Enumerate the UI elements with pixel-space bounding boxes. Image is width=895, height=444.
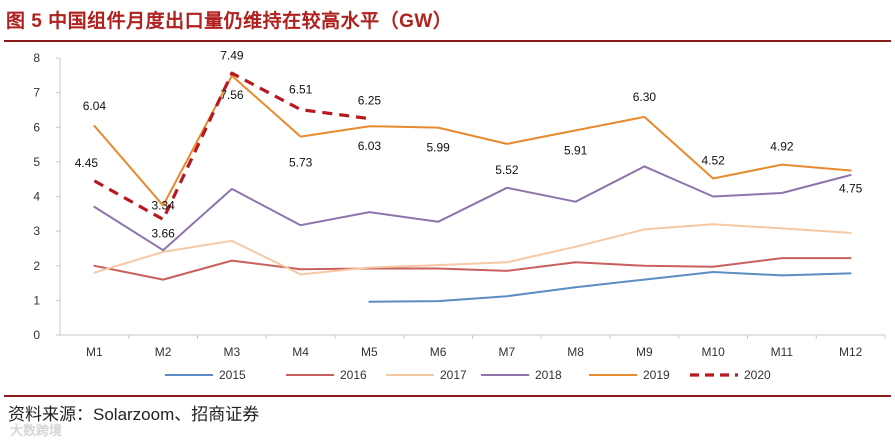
source-note: 资料来源：Solarzoom、招商证券: [8, 405, 260, 424]
x-tick-label: M12: [839, 345, 863, 359]
data-label-2020: 7.56: [220, 88, 244, 102]
legend-label-2019: 2019: [643, 368, 670, 382]
x-tick-label: M6: [430, 345, 447, 359]
legend-label-2017: 2017: [440, 368, 467, 382]
x-tick-label: M10: [701, 345, 725, 359]
y-tick-label: 1: [33, 293, 40, 307]
watermark: 大数跨境: [10, 423, 63, 438]
series-line-2020: [93, 71, 370, 221]
data-label-2019: 6.03: [358, 139, 382, 153]
y-tick-label: 2: [33, 259, 40, 273]
x-tick-label: M5: [361, 345, 378, 359]
y-tick-label: 8: [33, 51, 40, 65]
y-tick-label: 6: [33, 120, 40, 134]
y-tick-label: 3: [33, 224, 40, 238]
x-tick-label: M4: [292, 345, 309, 359]
data-label-2019: 5.99: [426, 141, 450, 155]
legend-label-2020: 2020: [744, 368, 771, 382]
line-chart: 0 1 2 3 4 5 6 7 8 M1 M2 M3 M4 M5 M6 M7 M8 M9 M10 M11 M12 6.04…: [33, 49, 886, 382]
data-label-2019: 4.52: [701, 153, 725, 167]
data-label-2020: 3.34: [151, 198, 175, 212]
source-rule: [4, 395, 891, 397]
y-tick-label: 5: [33, 155, 40, 169]
series-line-2016: [93, 257, 852, 281]
data-label-2019: 4.75: [839, 182, 863, 196]
x-tick-label: M11: [771, 345, 794, 359]
y-tick-label: 4: [33, 190, 40, 204]
series-line-2019: [93, 74, 852, 207]
legend-label-2016: 2016: [340, 368, 367, 382]
data-label-2019: 5.91: [564, 143, 588, 157]
data-label-annotation: 3.66: [151, 227, 175, 241]
series-line-2017: [93, 223, 852, 276]
series-line-2015: [368, 271, 852, 303]
x-tick-label: M2: [155, 345, 172, 359]
x-tick-label: M3: [224, 345, 241, 359]
legend-label-2015: 2015: [219, 368, 246, 382]
y-tick-label: 7: [33, 86, 40, 100]
x-tick-label: M7: [499, 345, 516, 359]
x-tick-label: M1: [86, 345, 103, 359]
title-rule: [4, 40, 891, 42]
legend-label-2018: 2018: [535, 368, 562, 382]
y-tick-label: 0: [33, 328, 40, 342]
data-label-2020: 6.25: [358, 94, 382, 108]
data-label-2019: 6.04: [83, 99, 107, 113]
series-line-2018: [93, 165, 852, 252]
x-tick-label: M8: [567, 345, 584, 359]
chart-title: 图 5 中国组件月度出口量仍维持在较高水平（GW）: [6, 11, 453, 32]
data-label-2020: 6.51: [289, 83, 313, 97]
data-label-2019: 5.52: [495, 163, 519, 177]
data-label-2019: 6.30: [633, 90, 657, 104]
data-label-2019: 4.92: [770, 140, 794, 154]
x-tick-label: M9: [636, 345, 653, 359]
data-label-2019: 5.73: [289, 156, 313, 170]
data-label-2020: 4.45: [75, 156, 99, 170]
data-label-2019: 7.49: [220, 49, 244, 63]
